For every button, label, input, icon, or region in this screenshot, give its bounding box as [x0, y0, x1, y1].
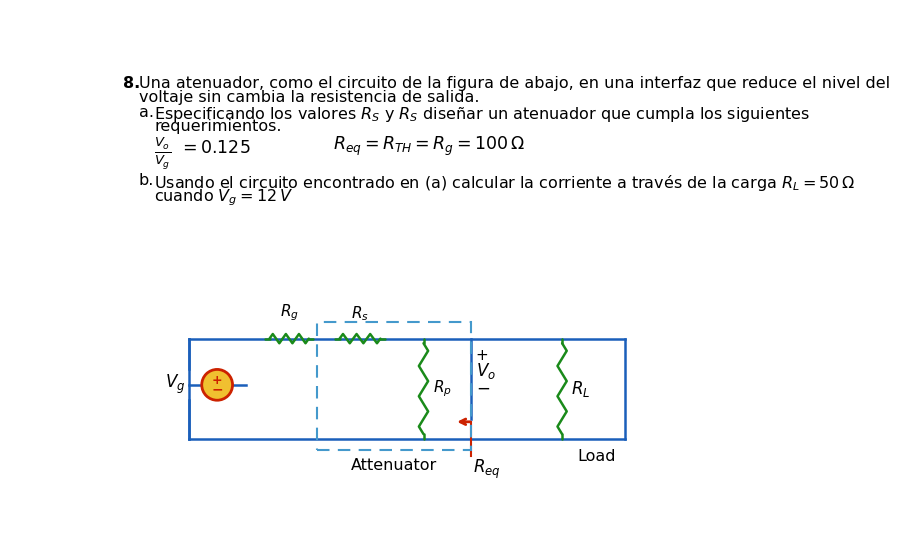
Text: +: + — [212, 374, 222, 387]
Circle shape — [202, 369, 232, 400]
Text: $R_{eq} = R_{TH} = R_g = 100\,\Omega$: $R_{eq} = R_{TH} = R_g = 100\,\Omega$ — [332, 134, 524, 158]
Text: a.: a. — [139, 106, 153, 120]
Text: voltaje sin cambia la resistencia de salida.: voltaje sin cambia la resistencia de sal… — [139, 90, 479, 105]
Text: $R_L$: $R_L$ — [571, 379, 590, 399]
Text: Load: Load — [577, 449, 616, 463]
Text: Attenuator: Attenuator — [351, 458, 437, 473]
Text: cuando $V_g = 12\,V$: cuando $V_g = 12\,V$ — [154, 187, 293, 208]
Text: $R_p$: $R_p$ — [432, 379, 452, 399]
Text: Usando el circuito encontrado en (a) calcular la corriente a través de la carga : Usando el circuito encontrado en (a) cal… — [154, 173, 856, 193]
Text: −: − — [211, 382, 223, 397]
Text: −: − — [476, 380, 489, 398]
Text: $V_g$: $V_g$ — [165, 373, 185, 397]
Text: $R_g$: $R_g$ — [280, 302, 298, 323]
Text: Una atenuador, como el circuito de la figura de abajo, en una interfaz que reduc: Una atenuador, como el circuito de la fi… — [139, 76, 890, 91]
Text: b.: b. — [139, 173, 154, 188]
Text: $R_s$: $R_s$ — [351, 305, 369, 323]
Text: $\frac{V_o}{V_g}$: $\frac{V_o}{V_g}$ — [154, 136, 171, 172]
Text: $V_o$: $V_o$ — [476, 361, 496, 381]
Bar — [318, 322, 471, 450]
Text: $R_{eq}$: $R_{eq}$ — [473, 458, 500, 481]
Text: Especificando los valores $R_S$ y $R_S$ diseñar un atenuador que cumpla los sigu: Especificando los valores $R_S$ y $R_S$ … — [154, 106, 810, 125]
Text: $= 0.125$: $= 0.125$ — [179, 139, 251, 157]
Text: requerimientos.: requerimientos. — [154, 119, 282, 134]
Text: 8.: 8. — [123, 76, 140, 91]
Text: +: + — [476, 348, 488, 363]
